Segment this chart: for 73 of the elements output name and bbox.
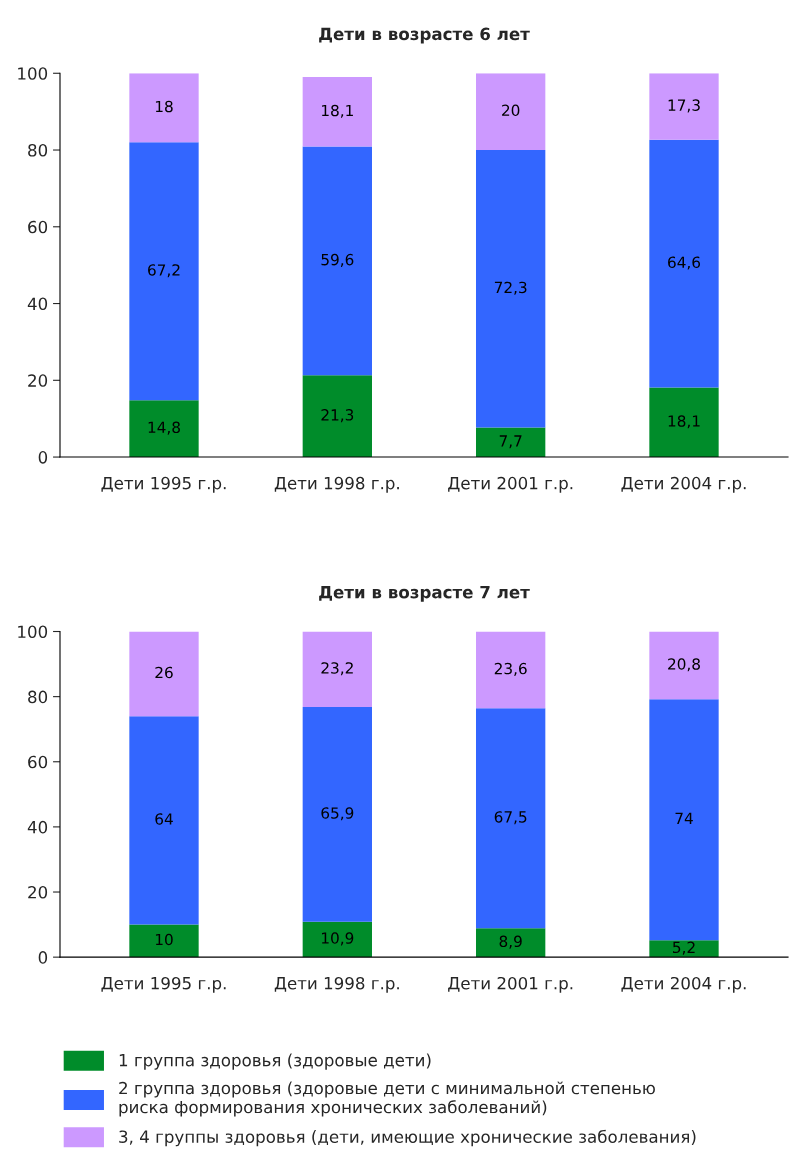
bar [129,400,199,458]
bar [649,940,719,958]
data-label: 5,2 [673,941,695,955]
data-label: 23,6 [494,662,527,676]
data-label: 17,3 [668,99,700,113]
bar [649,73,719,140]
data-label: 72,3 [494,281,527,295]
y-tick-label: 60 [28,755,48,769]
data-label: 64,6 [668,256,701,270]
data-label: 18 [155,100,173,113]
data-label: 64 [155,813,173,825]
legend-label: 3, 4 группы здоровья (дети, имеющие хронические заболевания) [119,1129,696,1147]
bar [476,631,546,709]
y-tick-label: 100 [18,67,48,80]
bar [649,139,719,388]
y-tick-label: 80 [28,690,48,704]
legend-label: 2 группа здоровья (здоровые дети с минимальной степенью риска формирования хронических заболеваний) [119,1081,655,1117]
y-tick-label: 20 [28,885,48,899]
x-tick-label: Дети 2004 г.р. [621,976,746,993]
data-label: 23,2 [321,662,353,676]
x-tick-label: Дети 1995 г.р. [101,976,226,993]
x-tick-label: Дети 1998 г.р. [274,476,399,493]
x-tick-label: Дети 2001 г.р. [448,476,573,493]
x-tick-label: Дети 1995 г.р. [101,476,226,493]
data-label: 67,5 [494,811,527,825]
data-label: 18,1 [668,415,700,429]
bar [302,146,372,376]
data-label: 20,8 [668,658,700,672]
bar [129,142,199,401]
bar [302,707,372,922]
y-tick-label: 20 [28,374,48,387]
bar [129,716,199,925]
y-tick-label: 40 [27,820,48,834]
data-label: 10 [155,933,173,946]
bar [129,73,199,143]
bar [302,77,372,147]
bar [129,631,199,717]
bar [129,924,199,958]
data-label: 8,9 [499,935,522,949]
data-label: 59,6 [321,253,354,267]
x-tick-label: Дети 2001 г.р. [448,976,573,993]
bar [302,921,372,958]
bar [476,150,546,428]
data-label: 10,9 [322,932,354,946]
data-label: 14,8 [148,421,180,435]
y-tick-label: 80 [28,143,48,157]
x-tick-label: Дети 2004 г.р. [621,476,746,493]
y-tick-label: 0 [38,451,48,464]
bar [649,699,719,941]
bar [476,73,546,151]
bar [649,631,719,700]
data-label: 7,7 [499,435,522,449]
y-tick-label: 40 [27,297,48,311]
x-tick-label: Дети 1998 г.р. [274,976,399,993]
data-label: 18,1 [322,104,353,118]
data-label: 74 [675,812,693,824]
legend-label: 1 группа здоровья (здоровые дети) [119,1053,431,1070]
bar [302,375,372,458]
y-tick-label: 0 [38,951,48,964]
data-label: 26 [155,666,173,679]
data-label: 67,2 [148,264,180,278]
y-tick-label: 60 [28,220,48,234]
y-tick-label: 100 [18,625,48,639]
data-label: 20 [502,104,520,117]
chart-title: Дети в возрасте 6 лет [319,27,530,44]
bar [476,928,546,958]
data-label: 21,3 [321,409,354,423]
bar [476,427,546,458]
bar [649,387,719,458]
bar [476,708,546,929]
chart-title: Дети в возрасте 7 лет [319,586,530,602]
bar [302,631,372,708]
data-label: 65,9 [321,807,354,821]
